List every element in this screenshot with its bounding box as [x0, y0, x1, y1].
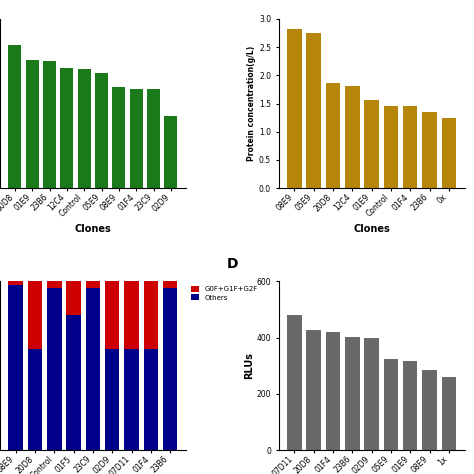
Text: D: D [227, 256, 238, 271]
Bar [95, 73, 108, 188]
Bar [112, 88, 126, 188]
Bar [442, 377, 456, 450]
Legend: G0F+G1F+G2F, Others: G0F+G1F+G2F, Others [189, 284, 259, 302]
Bar [345, 86, 360, 188]
Bar [124, 281, 139, 349]
Bar [287, 315, 301, 450]
Bar [78, 69, 91, 188]
Bar [9, 284, 23, 450]
Bar [144, 349, 158, 450]
Bar [124, 349, 139, 450]
Bar [9, 281, 23, 284]
Bar [326, 82, 340, 188]
Y-axis label: RLUs: RLUs [244, 352, 254, 379]
Bar [422, 112, 437, 188]
Bar [403, 362, 418, 450]
Bar [345, 337, 360, 450]
Bar [130, 89, 143, 188]
Bar [43, 61, 56, 188]
Bar [365, 338, 379, 450]
Bar [326, 332, 340, 450]
Bar [105, 349, 119, 450]
Bar [28, 349, 42, 450]
Bar [26, 60, 39, 188]
Bar [86, 288, 100, 450]
Bar [86, 281, 100, 288]
Bar [163, 288, 177, 450]
Bar [383, 359, 398, 450]
Bar [47, 288, 62, 450]
Y-axis label: Protein concentration(g/L): Protein concentration(g/L) [247, 46, 256, 161]
Bar [105, 281, 119, 349]
Bar [66, 281, 81, 315]
Bar [403, 106, 418, 188]
Bar [383, 106, 398, 188]
Bar [442, 118, 456, 188]
Bar [164, 116, 177, 188]
Bar [422, 370, 437, 450]
Bar [66, 315, 81, 450]
Bar [28, 281, 42, 349]
X-axis label: Clones: Clones [74, 224, 111, 234]
Bar [147, 89, 160, 188]
Bar [60, 68, 73, 188]
Bar [9, 45, 21, 188]
Bar [163, 281, 177, 288]
Bar [144, 281, 158, 349]
Bar [47, 281, 62, 288]
Bar [307, 33, 321, 188]
Bar [287, 28, 301, 188]
Bar [307, 330, 321, 450]
X-axis label: Clones: Clones [353, 224, 390, 234]
Bar [365, 100, 379, 188]
Text: B: B [251, 0, 262, 2]
